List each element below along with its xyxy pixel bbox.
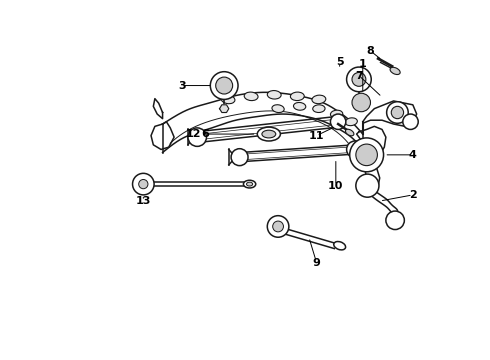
Polygon shape <box>365 159 380 189</box>
Circle shape <box>356 144 377 166</box>
Text: 11: 11 <box>309 131 324 141</box>
Circle shape <box>216 77 233 94</box>
Ellipse shape <box>272 105 284 113</box>
Text: 7: 7 <box>355 71 363 81</box>
Text: 2: 2 <box>409 190 416 200</box>
Circle shape <box>350 138 384 172</box>
Ellipse shape <box>262 130 276 138</box>
Text: 6: 6 <box>201 129 209 139</box>
Circle shape <box>273 221 283 232</box>
Ellipse shape <box>390 67 400 75</box>
Ellipse shape <box>221 95 235 104</box>
Ellipse shape <box>330 110 343 118</box>
Polygon shape <box>163 93 363 153</box>
Circle shape <box>386 211 404 230</box>
Ellipse shape <box>313 105 325 113</box>
Text: 3: 3 <box>178 81 186 91</box>
Ellipse shape <box>291 92 304 100</box>
Circle shape <box>352 72 366 86</box>
Circle shape <box>356 174 379 197</box>
Ellipse shape <box>334 242 345 250</box>
Text: 1: 1 <box>359 59 367 69</box>
Text: 5: 5 <box>336 58 343 67</box>
Circle shape <box>346 141 364 158</box>
Text: 9: 9 <box>313 258 320 267</box>
Circle shape <box>268 216 289 237</box>
Circle shape <box>139 180 148 189</box>
Ellipse shape <box>294 103 306 110</box>
Circle shape <box>352 93 370 112</box>
Polygon shape <box>363 101 416 126</box>
Ellipse shape <box>268 91 281 99</box>
Polygon shape <box>196 116 339 143</box>
Ellipse shape <box>257 127 280 141</box>
Ellipse shape <box>345 129 354 136</box>
Circle shape <box>231 149 248 166</box>
Text: 4: 4 <box>409 150 417 160</box>
Circle shape <box>330 114 346 130</box>
Circle shape <box>403 114 418 130</box>
Ellipse shape <box>244 92 258 100</box>
Circle shape <box>346 67 371 92</box>
Ellipse shape <box>312 95 326 104</box>
Circle shape <box>132 173 154 195</box>
Text: 12: 12 <box>186 129 201 139</box>
Polygon shape <box>146 182 247 186</box>
Text: 10: 10 <box>328 181 343 191</box>
Polygon shape <box>357 126 386 159</box>
Circle shape <box>188 128 206 147</box>
Polygon shape <box>153 99 163 119</box>
Polygon shape <box>239 145 355 162</box>
Ellipse shape <box>246 182 253 186</box>
Ellipse shape <box>244 180 256 188</box>
Circle shape <box>391 106 404 119</box>
Polygon shape <box>220 105 229 112</box>
Circle shape <box>387 102 408 123</box>
Polygon shape <box>151 122 174 149</box>
Ellipse shape <box>345 118 357 126</box>
Text: 13: 13 <box>136 196 151 206</box>
Text: 8: 8 <box>367 46 374 56</box>
Circle shape <box>210 72 238 99</box>
